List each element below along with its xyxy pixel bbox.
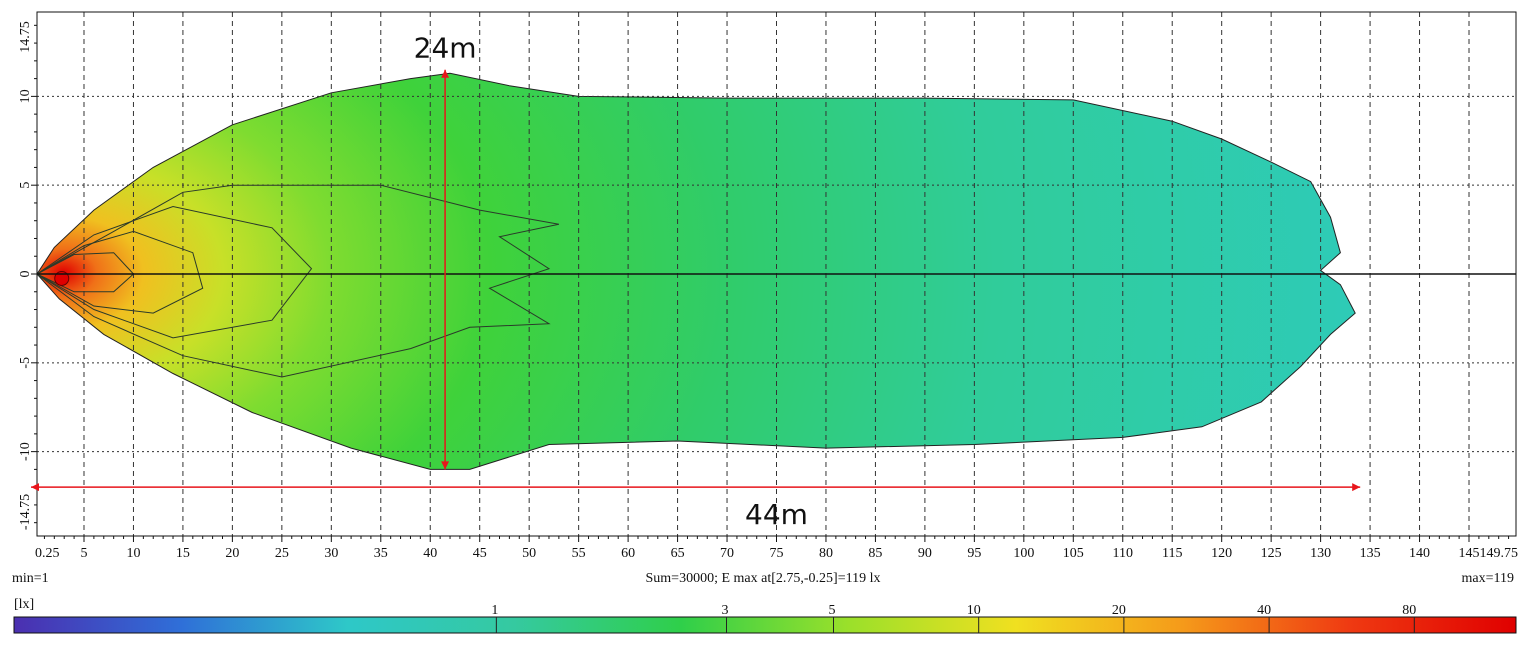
x-tick-label: 60 (621, 546, 635, 561)
y-tick-label: 14.75 (18, 21, 33, 53)
x-tick-label: 125 (1261, 546, 1282, 561)
colorbar-tick-label: 5 (828, 603, 835, 618)
y-tick-label: -5 (18, 357, 33, 369)
colorbar-tick-label: 3 (721, 603, 728, 618)
x-tick-label: 149.75 (1480, 546, 1519, 561)
x-tick-label: 0.25 (35, 546, 60, 561)
x-tick-label: 15 (176, 546, 190, 561)
min-label: min=1 (12, 571, 49, 586)
y-tick-label: -10 (18, 442, 33, 461)
x-tick-label: 130 (1310, 546, 1331, 561)
x-tick-label: 65 (671, 546, 685, 561)
x-tick-label: 135 (1360, 546, 1381, 561)
arrow-head (1352, 483, 1361, 492)
x-tick-label: 40 (423, 546, 437, 561)
x-tick-label: 45 (473, 546, 487, 561)
x-tick-label: 140 (1409, 546, 1430, 561)
axis-layer: 0.25 5 10 15 20 25 30 35 40 45 50 55 60 65 70 75 80 85 90 9… (18, 11, 1519, 561)
arrow-head (441, 69, 450, 78)
summary-label: Sum=30000; E max at[2.75,-0.25]=119 lx (645, 571, 881, 586)
isolux-contour (36, 205, 313, 339)
x-tick-label: 110 (1113, 546, 1133, 561)
isolux-contour (36, 184, 560, 378)
x-tick-label: 55 (572, 546, 586, 561)
length-dimension-label: 44m (745, 498, 808, 531)
x-tick-label: 115 (1162, 546, 1182, 561)
x-tick-label: 80 (819, 546, 833, 561)
colorbar-tick-label: 20 (1112, 603, 1126, 618)
colorbar-tick-label: 40 (1257, 603, 1271, 618)
x-tick-label: 85 (868, 546, 882, 561)
x-tick-label: 25 (275, 546, 289, 561)
x-tick-label: 100 (1013, 546, 1034, 561)
y-tick-label: 5 (18, 182, 33, 189)
x-tick-label: 50 (522, 546, 536, 561)
max-label: max=119 (1461, 571, 1514, 586)
isolux-contour (36, 230, 204, 314)
grid-layer (37, 12, 1516, 536)
y-tick-label: -14.75 (18, 494, 33, 530)
x-tick-label: 70 (720, 546, 734, 561)
arrow-head (441, 461, 450, 470)
width-dimension-label: 24m (414, 32, 477, 65)
colorbar-tick-label: 10 (967, 603, 981, 618)
x-tick-label: 20 (225, 546, 239, 561)
max-point-marker (54, 270, 70, 286)
x-tick-label: 75 (770, 546, 784, 561)
colorbar-tick-label: 1 (491, 603, 498, 618)
colorbar-tick-label: 80 (1402, 603, 1416, 618)
colorbar-gradient (13, 616, 1517, 634)
unit-label: [lx] (14, 597, 35, 612)
beam-layer (36, 72, 1356, 470)
x-tick-label: 95 (967, 546, 981, 561)
y-tick-label: 0 (18, 271, 33, 278)
x-tick-label: 10 (126, 546, 140, 561)
x-tick-label: 90 (918, 546, 932, 561)
x-tick-label: 105 (1063, 546, 1084, 561)
x-tick-label: 145 (1459, 546, 1480, 561)
x-tick-label: 5 (80, 546, 87, 561)
y-tick-label: 10 (18, 89, 33, 103)
arrow-head (31, 483, 39, 492)
annotation-layer: 24m 44m (31, 32, 1361, 531)
x-tick-label: 35 (374, 546, 388, 561)
colorbar: 1 3 5 10 20 40 80 (13, 603, 1517, 634)
beam-shape (36, 72, 1356, 470)
x-tick-label: 120 (1211, 546, 1232, 561)
x-tick-label: 30 (324, 546, 338, 561)
